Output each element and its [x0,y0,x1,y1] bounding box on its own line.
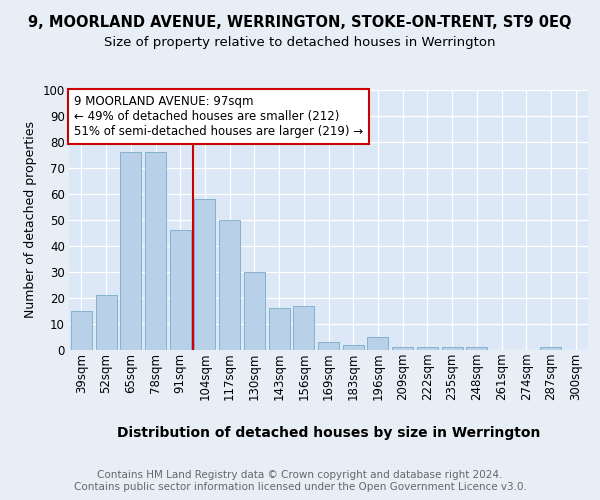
Bar [367,337,388,350]
Bar [343,345,364,350]
Bar [120,152,141,350]
Bar [466,348,487,350]
Text: Contains HM Land Registry data © Crown copyright and database right 2024.
Contai: Contains HM Land Registry data © Crown c… [74,470,526,492]
Bar [71,311,92,350]
Bar [417,348,438,350]
Text: 9 MOORLAND AVENUE: 97sqm
← 49% of detached houses are smaller (212)
51% of semi-: 9 MOORLAND AVENUE: 97sqm ← 49% of detach… [74,95,364,138]
Bar [219,220,240,350]
Bar [318,342,339,350]
Bar [392,348,413,350]
Text: 9, MOORLAND AVENUE, WERRINGTON, STOKE-ON-TRENT, ST9 0EQ: 9, MOORLAND AVENUE, WERRINGTON, STOKE-ON… [28,15,572,30]
Text: Distribution of detached houses by size in Werrington: Distribution of detached houses by size … [117,426,541,440]
Bar [442,348,463,350]
Y-axis label: Number of detached properties: Number of detached properties [24,122,37,318]
Text: Size of property relative to detached houses in Werrington: Size of property relative to detached ho… [104,36,496,49]
Bar [170,230,191,350]
Bar [145,152,166,350]
Bar [269,308,290,350]
Bar [244,272,265,350]
Bar [194,199,215,350]
Bar [541,348,562,350]
Bar [293,306,314,350]
Bar [95,296,116,350]
